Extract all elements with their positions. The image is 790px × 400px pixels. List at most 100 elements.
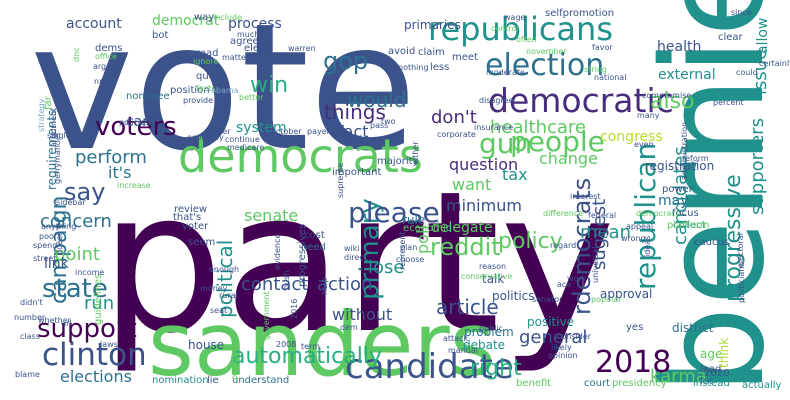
word-senator: senator [532, 295, 563, 304]
word-sanders: sanders [148, 293, 496, 396]
word-2018: 2018 [595, 345, 671, 380]
word-percent: percent [713, 98, 744, 107]
word-instead: instead [693, 378, 730, 389]
word-problem: problem [464, 325, 514, 339]
word-clear: clear [718, 32, 744, 43]
word-people: people [510, 125, 605, 158]
word-continue: continue [225, 135, 260, 144]
word-matter: matter [222, 53, 250, 62]
word-bush: bush [282, 271, 291, 290]
word-gerrymander: gerrymander [53, 131, 62, 184]
word-political: political [213, 240, 237, 318]
word-wiki: wiki [344, 244, 360, 253]
word-rule: rule [402, 213, 425, 227]
word-lot: lot [700, 376, 713, 387]
word-congress: congress [600, 129, 663, 145]
word-senate: senate [244, 206, 298, 225]
word-medicare: medicare [227, 143, 264, 152]
word-fact: fact [338, 122, 369, 141]
word-many: many [637, 111, 660, 120]
word-benefit: benefit [516, 378, 551, 389]
word-2008: 2008 [276, 340, 296, 349]
word-perform: perform [75, 147, 147, 168]
word-policy: policy [498, 229, 563, 254]
word-contact: contact [241, 274, 308, 295]
word-campaign: campaign [47, 196, 72, 304]
word-choose: choose [396, 255, 424, 264]
word-doesn-t: doesn't [55, 226, 64, 255]
word-direct: direct [344, 253, 367, 262]
word-aca: aca [557, 280, 571, 289]
word-that-s: that's [173, 212, 201, 223]
word-november: november [526, 47, 567, 56]
word-general: general [519, 327, 587, 348]
word-gop: gop [323, 47, 368, 75]
word-often: often [516, 35, 537, 44]
word-say: say [64, 178, 105, 206]
word-argue: argue [93, 62, 116, 71]
word-difference: difference [543, 209, 583, 218]
word-republicans: republicans [428, 10, 613, 48]
word-work: work [567, 274, 587, 283]
word-attack: attack [443, 334, 468, 343]
word-compromise: compromise [642, 91, 691, 100]
word-it-s: it's [108, 163, 131, 182]
word-manual: manual [448, 346, 478, 355]
word-popular: popular [591, 295, 622, 304]
word-platform: platform [667, 220, 710, 231]
word-facts: facts [196, 84, 215, 93]
word-economy: economy [187, 133, 224, 142]
word-poll: poll [413, 225, 432, 254]
word-politicians: politicians [737, 262, 746, 303]
word-court: court [584, 378, 610, 389]
word-voters: voters [95, 112, 177, 142]
word-rdemocrats: rdemocrats [568, 178, 596, 315]
word-national: national [594, 73, 626, 82]
word-obama: obama [211, 86, 239, 95]
word-2020: 2020 [704, 368, 729, 379]
word-seem: seem [188, 237, 215, 248]
word-strategy: strategy [37, 98, 46, 132]
word-lead: lead [700, 364, 721, 375]
word-supporters: supporters [747, 118, 768, 215]
word-conservative: conservative [461, 272, 512, 281]
word-politics: politics [492, 289, 535, 303]
word-majority: majority [377, 156, 419, 167]
word-dem: dem [340, 323, 358, 332]
word-either: either [411, 141, 420, 165]
word-change: change [539, 149, 598, 168]
word-bot: bot [152, 30, 168, 41]
word-ideas: ideas [643, 236, 652, 257]
word-democracy: democracy [636, 209, 681, 218]
word-wrong: wrong [621, 234, 646, 243]
word-street: street [33, 254, 56, 263]
word-party: party [100, 149, 615, 376]
word-avoid: avoid [388, 46, 415, 57]
word-concern: concern [40, 211, 112, 232]
word-less: less [430, 62, 449, 73]
word-minimum: minimum [446, 196, 522, 215]
word-guidelines: guidelines [93, 274, 104, 325]
word-dnc: dnc [72, 47, 81, 62]
word-run: run [84, 293, 114, 314]
word-issue: issue [750, 49, 771, 95]
word-nothing: nothing [398, 63, 429, 72]
word-position: position [170, 85, 210, 96]
word-argument: argument [49, 108, 58, 147]
word-whether: whether [38, 316, 72, 325]
word-poor: poor [39, 232, 58, 241]
word-even: even [634, 140, 654, 149]
word-blame: blame [15, 370, 40, 379]
word-administration: administration [680, 122, 689, 180]
word-lose: lose [368, 257, 404, 278]
word-right: right [470, 356, 522, 381]
word-account: account [66, 16, 122, 32]
word-yes: yes [626, 322, 643, 333]
word-seat: seat [210, 306, 227, 315]
word-selfpromotion: selfpromotion [545, 8, 614, 19]
word-allow: allow [755, 18, 771, 54]
word-spend: spend [33, 241, 57, 250]
word-healthcare: healthcare [490, 117, 586, 138]
word-please: please [348, 196, 440, 229]
word-district: district [672, 321, 714, 335]
